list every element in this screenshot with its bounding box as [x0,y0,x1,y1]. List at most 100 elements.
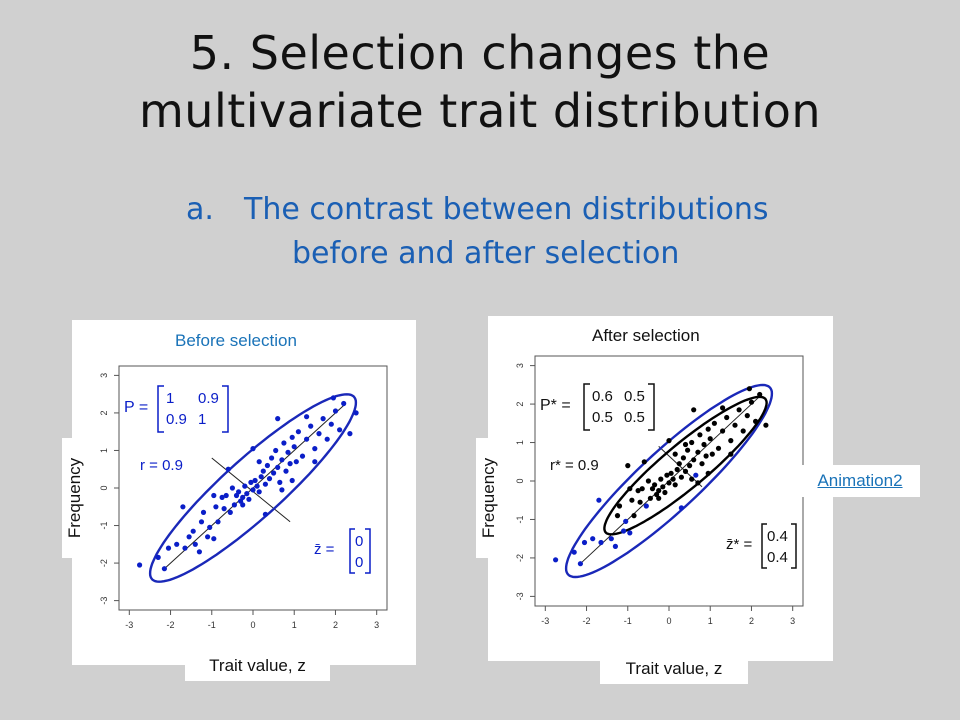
after-data-point [654,491,660,498]
before-y-tick-label: 1 [99,448,109,453]
after-data-point [672,482,678,488]
before-mean-bracket-left [349,528,355,574]
after-data-point [682,441,689,448]
before-data-point [312,446,318,452]
after-data-point [699,461,705,467]
after-data-point [662,489,668,496]
after-matrix-bracket-right [648,383,655,431]
after-data-point [689,476,695,482]
before-data-point [244,491,250,497]
after-data-point [666,480,672,486]
after-y-tick-label: 1 [515,440,525,445]
before-data-point [240,494,246,500]
before-x-tick-label: 0 [250,620,255,630]
after-y-axis-label: Frequency [476,438,502,558]
after-data-point [660,484,666,490]
after-selected-ellipse [603,395,768,536]
before-data-point [219,494,225,500]
before-data-point [262,481,268,487]
after-data-point [691,457,697,463]
before-data-point [155,554,161,560]
after-data-point [724,414,730,421]
before-data-point [223,492,229,499]
before-data-point [256,489,262,495]
after-data-point [676,461,682,467]
after-data-point [763,422,769,428]
before-data-point [271,470,277,476]
before-data-point [213,504,219,510]
before-selection-panel: Before selection -3 -2 -1 0 1 2 3 -3 -2 -1 0 1 2 3 P =… [72,320,416,665]
before-data-point [277,479,283,485]
before-data-point [279,457,285,463]
before-y-tick-label: -2 [99,559,109,567]
before-data-point [295,429,301,435]
before-data-point [308,423,314,429]
animation-link[interactable]: Animation2 [800,465,920,497]
after-data-point [682,468,689,474]
before-data-point [266,476,273,482]
before-data-point [328,421,334,427]
before-mean-label: z̄ = [314,541,335,558]
before-x-tick-label: 1 [292,620,297,630]
before-x-tick-label: -1 [208,620,216,630]
after-data-point [577,561,583,567]
after-data-point [744,413,750,419]
before-data-point [236,489,242,495]
after-matrix-cell: 0.5 [592,409,613,426]
after-data-point [652,482,658,488]
after-data-point [680,455,686,461]
before-data-point [221,506,227,512]
after-data-point [720,405,726,411]
after-matrix-cell: 0.5 [624,388,645,405]
before-x-tick-label: 3 [374,620,379,630]
after-mean-label: z̄* = [726,536,753,553]
after-data-point [625,463,631,469]
after-data-point [685,447,691,453]
after-data-point [629,497,635,503]
after-data-point [658,476,664,482]
after-data-point [614,513,621,519]
after-data-point [695,480,701,486]
after-data-point [581,539,588,546]
before-y-tick-label: -3 [99,597,109,605]
after-data-point [596,497,602,503]
after-x-tick-label: 1 [708,616,713,626]
after-data-point [647,495,653,501]
after-data-point [623,518,629,524]
before-data-point [211,536,217,542]
after-x-tick-label: -1 [624,616,632,626]
before-data-point [161,566,167,572]
before-data-point [299,453,306,459]
after-x-tick-label: 0 [666,616,671,626]
before-data-point [324,436,330,442]
before-mean-cell: 0 [355,554,363,571]
after-data-point [740,428,746,434]
before-data-point [229,485,235,491]
after-x-tick-label: 2 [749,616,754,626]
title-line-1: 5. Selection changes the [189,26,771,80]
before-data-point [332,408,339,414]
after-selection-title: After selection [592,326,700,345]
before-data-point [200,509,207,515]
before-data-point [196,549,202,555]
after-data-point [720,428,726,434]
after-data-point [616,503,623,509]
before-data-point [240,502,246,508]
after-selection-chart: -3 -2 -1 0 1 2 3 -3 -2 -1 0 1 2 3 P* = 0.6 0.5 0.5 0.5 r* =… [515,355,804,626]
after-data-point [691,407,697,413]
after-data-point [674,466,680,473]
before-mean-cell: 0 [355,533,363,550]
subtitle-line-2: before and after selection [292,236,680,271]
after-data-point [553,557,559,563]
before-data-point [248,479,254,485]
before-y-tick-label: -1 [99,522,109,530]
after-data-point [695,449,701,455]
before-selection-chart: -3 -2 -1 0 1 2 3 -3 -2 -1 0 1 2 3 P = 1 0.9 0.9 1 r = 0.9 z̄… [99,365,388,630]
after-data-point [612,543,618,549]
before-data-point [192,541,198,547]
before-data-point [320,416,326,422]
after-mean-cell: 0.4 [767,528,788,545]
before-data-point [225,466,231,472]
before-data-point [205,534,211,540]
before-data-point [353,410,359,416]
